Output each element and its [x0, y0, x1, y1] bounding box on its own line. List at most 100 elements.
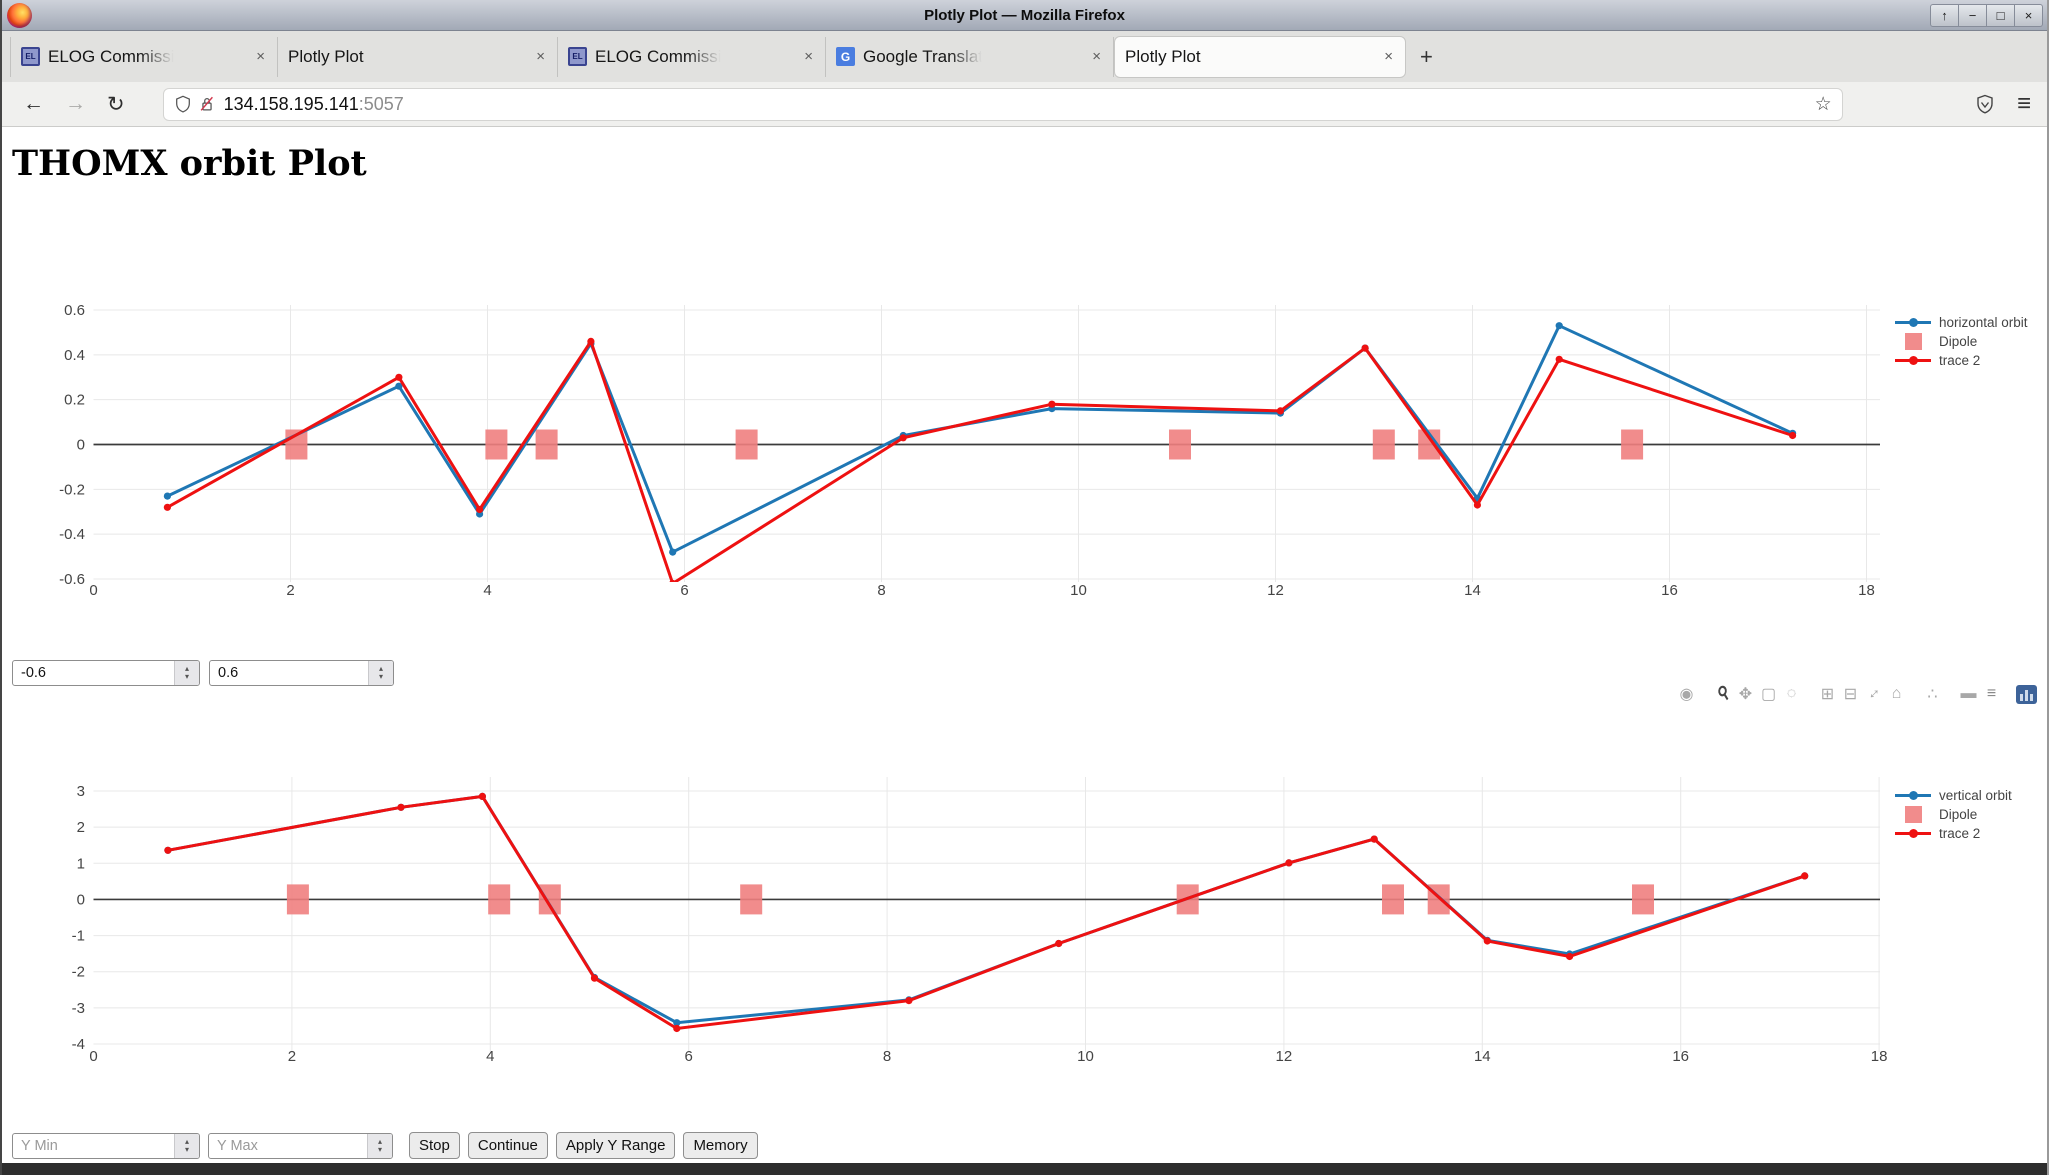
forward-icon[interactable]: →	[65, 92, 86, 115]
spinner-icon[interactable]: ▴ ▾	[174, 661, 199, 685]
window-bottom-edge	[2, 1163, 2047, 1175]
svg-text:-0.6: -0.6	[59, 571, 85, 588]
spinner-icon[interactable]: ▴ ▾	[174, 1133, 199, 1158]
chart1-legend: horizontal orbit Dipole trace 2	[1895, 313, 2047, 369]
ymax-input[interactable]: ▴▾	[208, 1132, 393, 1159]
svg-text:-3: -3	[72, 1000, 85, 1017]
stop-button[interactable]: Stop	[409, 1132, 460, 1159]
legend-line-swatch	[1895, 787, 1931, 803]
svg-text:4: 4	[486, 1048, 494, 1065]
insecure-lock-icon[interactable]	[198, 94, 216, 114]
url-bar[interactable]: 134.158.195.141 :5057 ☆	[162, 87, 1843, 121]
page-content: THOMX orbit Plot 0 2 4 6 8 10 12 14 16 18 0.6 0.4 0.…	[2, 127, 2047, 1163]
svg-text:0: 0	[89, 582, 97, 599]
legend-item-vertical-orbit[interactable]: vertical orbit	[1895, 786, 2047, 804]
legend-item-horizontal-orbit[interactable]: horizontal orbit	[1895, 313, 2047, 331]
hamburger-menu-icon[interactable]: ≡	[2016, 90, 2031, 117]
plotly-modebar: ◉ ⚲ ✥ ▢ ◌ ⊞ ⊟ ↕ ⌂ ∴ ▬ ≡	[1675, 683, 2037, 705]
tab-close-icon[interactable]: ×	[1092, 48, 1101, 65]
elog-favicon-icon: EL	[568, 47, 587, 66]
minimize-window-button[interactable]: −	[1959, 3, 1987, 27]
bottom-controls: ▴▾ ▴▾ Stop Continue Apply Y Range Memory	[12, 1132, 758, 1159]
firefox-logo-icon	[7, 2, 32, 28]
svg-text:6: 6	[685, 1048, 693, 1065]
legend-item-trace2[interactable]: trace 2	[1895, 351, 2047, 369]
svg-text:-0.4: -0.4	[59, 526, 85, 543]
tab-close-icon[interactable]: ×	[1384, 48, 1393, 65]
window-title: Plotly Plot — Mozilla Firefox	[924, 6, 1125, 24]
autoscale-icon[interactable]: ↕	[1865, 684, 1883, 703]
window-controls: ↑ − □ ×	[1930, 3, 2043, 27]
pan-icon[interactable]: ✥	[1738, 686, 1753, 703]
zoom-in-icon[interactable]: ⊞	[1820, 686, 1835, 703]
box-select-icon[interactable]: ▢	[1760, 686, 1777, 703]
maximize-window-button[interactable]: □	[1987, 3, 2015, 27]
navbar-right-icons: ≡	[1975, 90, 2031, 118]
legend-item-trace2[interactable]: trace 2	[1895, 824, 2047, 842]
zoom-out-icon[interactable]: ⊟	[1843, 686, 1858, 703]
close-window-button[interactable]: ×	[2015, 3, 2043, 27]
svg-text:0.4: 0.4	[64, 347, 85, 364]
apply-y-range-button[interactable]: Apply Y Range	[555, 1132, 676, 1159]
svg-text:18: 18	[1871, 1048, 1888, 1065]
reset-axes-home-icon[interactable]: ⌂	[1891, 685, 1902, 702]
legend-item-dipole[interactable]: Dipole	[1895, 332, 2047, 350]
tab-plotly-1[interactable]: Plotly Plot ×	[278, 36, 558, 77]
tab-elog-2[interactable]: EL ELOG Commissi ×	[558, 36, 826, 77]
svg-text:0.6: 0.6	[64, 302, 85, 319]
tab-label: ELOG Commissi	[48, 46, 175, 66]
zoom-icon[interactable]: ⚲	[1712, 684, 1734, 705]
spinner-icon[interactable]: ▴ ▾	[368, 661, 393, 685]
spinner-icon[interactable]: ▴ ▾	[367, 1133, 392, 1158]
tab-google-translate[interactable]: G Google Translat ×	[826, 36, 1114, 77]
tab-label: Plotly Plot	[1125, 46, 1201, 66]
horizontal-orbit-chart[interactable]: 0 2 4 6 8 10 12 14 16 18 0.6 0.4 0.2 0 -0.2 -0.4 -0.6	[2, 277, 2049, 612]
svg-text:16: 16	[1661, 582, 1678, 599]
ymin-input[interactable]: ▴▾	[12, 1132, 200, 1159]
tab-close-icon[interactable]: ×	[536, 48, 545, 65]
svg-text:18: 18	[1858, 582, 1875, 599]
toggle-spikelines-icon[interactable]: ∴	[1927, 686, 1938, 703]
svg-text:0.2: 0.2	[64, 392, 85, 409]
navigation-toolbar: ← → ↻ 134.158.195.141 :5057 ☆ ≡	[2, 82, 2047, 127]
svg-text:0: 0	[77, 437, 85, 454]
tab-close-icon[interactable]: ×	[256, 48, 265, 65]
back-icon[interactable]: ←	[23, 92, 44, 115]
tab-elog-1[interactable]: EL ELOG Commissi ×	[10, 36, 278, 77]
legend-line-swatch	[1895, 314, 1931, 330]
reload-icon[interactable]: ↻	[107, 92, 125, 116]
bookmark-star-icon[interactable]: ☆	[1814, 93, 1832, 115]
shield-permissions-icon[interactable]	[174, 94, 192, 114]
legend-line-swatch	[1895, 825, 1931, 841]
google-translate-favicon-icon: G	[836, 47, 855, 66]
shade-window-button[interactable]: ↑	[1930, 3, 1959, 27]
continue-button[interactable]: Continue	[467, 1132, 548, 1159]
svg-text:8: 8	[877, 582, 885, 599]
svg-text:3: 3	[77, 783, 85, 800]
lasso-select-icon[interactable]: ◌	[1786, 685, 1797, 702]
plotly-logo-icon[interactable]	[2016, 684, 2037, 704]
legend-item-dipole[interactable]: Dipole	[1895, 805, 2047, 823]
download-camera-icon[interactable]: ◉	[1679, 686, 1694, 703]
svg-text:14: 14	[1474, 1048, 1491, 1065]
title-bar: Plotly Plot — Mozilla Firefox ↑ − □ ×	[2, 0, 2047, 31]
hover-closest-icon[interactable]: ▬	[1960, 685, 1977, 702]
svg-text:16: 16	[1672, 1048, 1689, 1065]
elog-favicon-icon: EL	[21, 47, 40, 66]
new-tab-button[interactable]: +	[1420, 43, 1433, 69]
chart2-legend: vertical orbit Dipole trace 2	[1895, 786, 2047, 842]
chart1-ymin-input[interactable]: ▴▾	[12, 660, 200, 686]
tab-close-icon[interactable]: ×	[804, 48, 813, 65]
svg-text:10: 10	[1070, 582, 1087, 599]
chart1-ymax-input[interactable]: ▴▾	[209, 660, 394, 686]
svg-text:-2: -2	[72, 964, 85, 981]
memory-button[interactable]: Memory	[683, 1132, 758, 1159]
tab-plotly-active[interactable]: Plotly Plot ×	[1114, 35, 1406, 78]
account-shield-icon[interactable]	[1975, 93, 1995, 115]
hover-compare-icon[interactable]: ≡	[1986, 685, 1997, 702]
legend-square-swatch	[1895, 805, 1931, 823]
tab-label: Google Translat	[863, 46, 984, 66]
svg-text:12: 12	[1267, 582, 1284, 599]
